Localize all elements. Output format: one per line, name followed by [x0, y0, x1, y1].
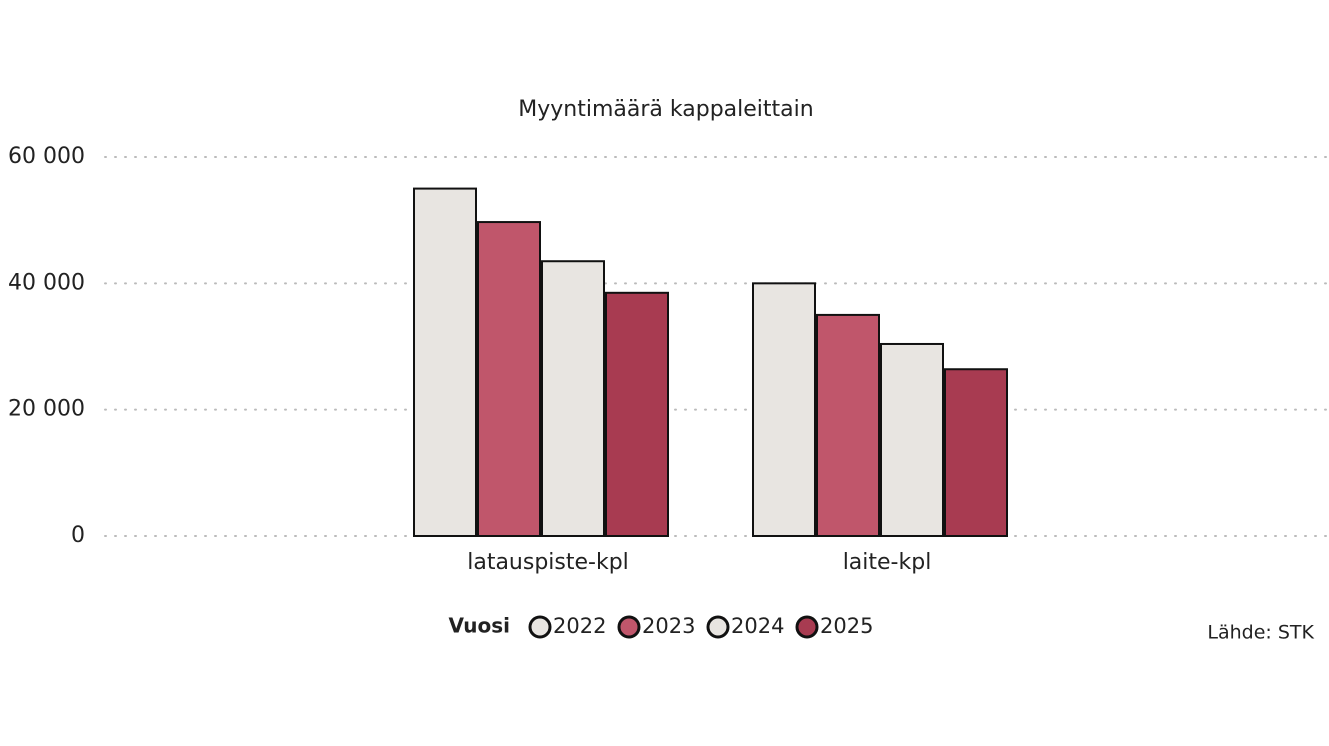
bar — [880, 342, 944, 537]
source: Lähde: STK — [1207, 622, 1314, 644]
legend-label: 2022 — [553, 614, 606, 638]
legend-swatch — [528, 615, 552, 639]
legend-swatch — [795, 615, 819, 639]
legend-label: 2025 — [820, 614, 873, 638]
y-tick-label: 60 000 — [8, 144, 85, 169]
y-tick-label: 20 000 — [8, 397, 85, 422]
bar — [413, 187, 477, 537]
bar — [605, 291, 669, 537]
chart-title: Myyntimäärä kappaleittain — [518, 97, 813, 122]
bar — [816, 313, 880, 537]
legend-swatch — [617, 615, 641, 639]
legend-swatch — [706, 615, 730, 639]
legend-title: Vuosi — [448, 614, 510, 638]
bar — [752, 282, 816, 538]
bar — [944, 368, 1008, 537]
legend-label: 2024 — [731, 614, 784, 638]
bar — [541, 260, 605, 537]
y-tick-label: 0 — [71, 523, 85, 548]
x-tick-label: latauspiste-kpl — [467, 550, 629, 575]
x-tick-label: laite-kpl — [843, 550, 932, 575]
y-tick-label: 40 000 — [8, 270, 85, 295]
bar — [477, 221, 541, 537]
legend-label: 2023 — [642, 614, 695, 638]
